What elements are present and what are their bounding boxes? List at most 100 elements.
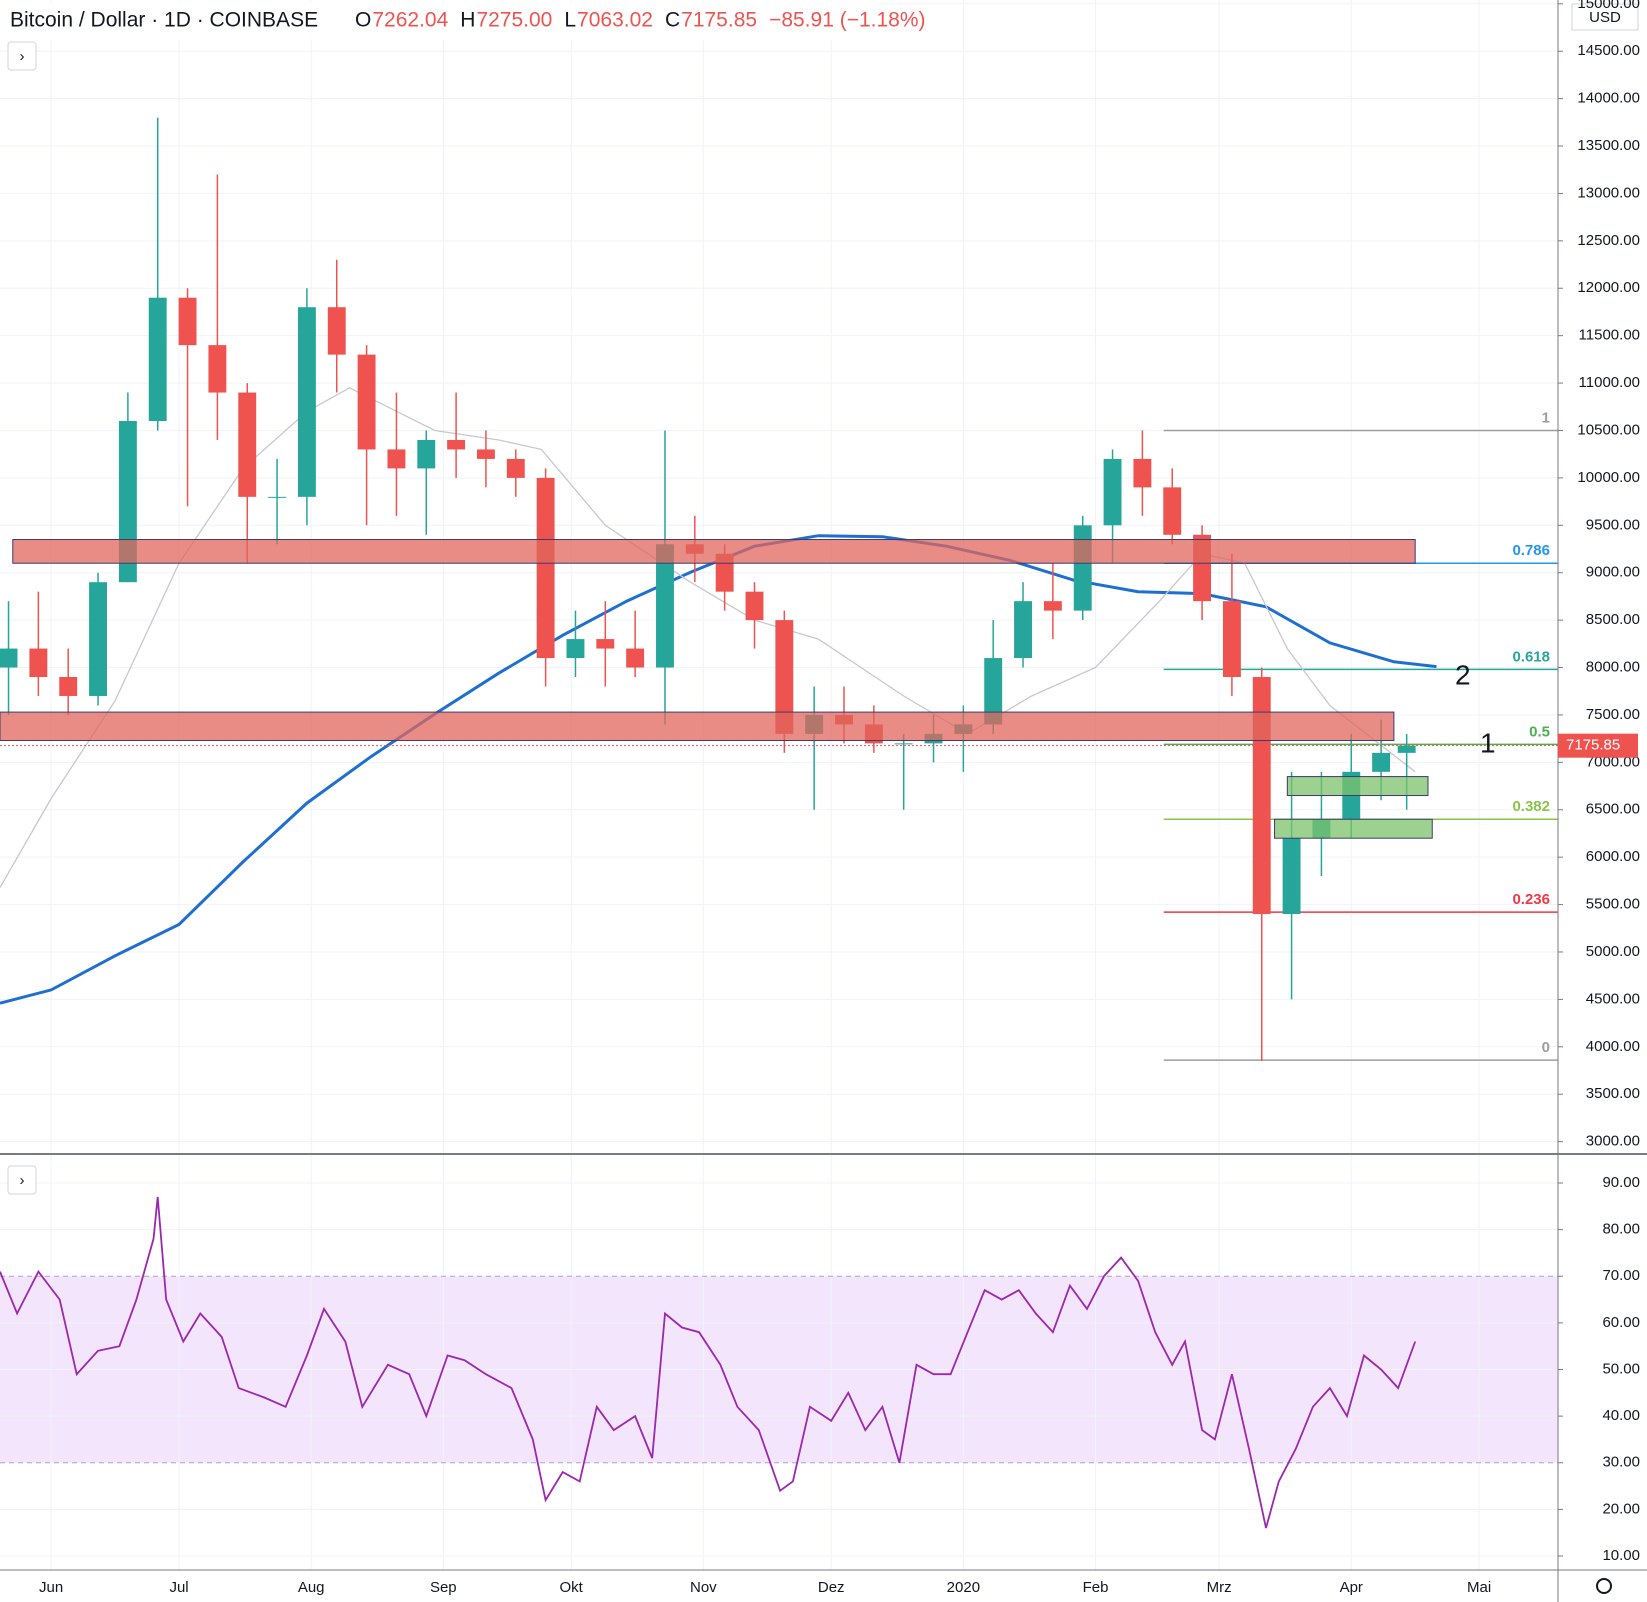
y-tick-label: 30.00 [1602,1454,1640,1471]
candle-body [476,449,495,459]
x-tick-label: Dez [818,1579,845,1596]
pane-bg [0,0,1558,1153]
x-tick-label: Feb [1083,1579,1109,1596]
x-tick-label: Okt [560,1579,584,1596]
candle-body [1222,601,1241,678]
y-tick-label: 7500.00 [1586,706,1640,723]
fib-label: 0.618 [1512,648,1550,665]
candle-body [1043,601,1062,611]
y-tick-label: 13000.00 [1577,184,1640,201]
ohlc-value: 7063.02 [577,9,653,32]
candle-body [626,648,645,668]
ohlc-value: 7175.85 [681,9,757,32]
candle-body [1014,601,1032,659]
candle-body [1282,838,1301,915]
y-tick-label: 10500.00 [1577,421,1640,438]
y-tick-label: 12500.00 [1577,232,1640,249]
y-tick-label: 50.00 [1602,1360,1640,1377]
candle-body [596,639,615,649]
x-tick-label: Jul [169,1579,188,1596]
y-tick-label: 90.00 [1602,1174,1640,1191]
currency-box[interactable] [1571,3,1639,31]
fib-label: 0.5 [1529,723,1550,740]
zone [1274,818,1433,839]
annotation: 1 [1480,727,1496,758]
collapse-button[interactable] [7,41,37,71]
y-tick-label: 20.00 [1602,1500,1640,1517]
x-tick-label: Nov [690,1579,717,1596]
y-tick-label: 60.00 [1602,1314,1640,1331]
header-bg [0,2,880,40]
candle-body [59,677,78,696]
y-tick-label: 5000.00 [1586,943,1640,960]
candle-body [268,496,287,498]
x-tick-label: Aug [298,1579,325,1596]
candle-body [1372,752,1391,772]
candle-body [238,392,257,497]
fib-label: 0 [1542,1039,1550,1056]
ohlc-key: L [564,9,576,32]
zone [1286,776,1429,797]
y-tick-label: 70.00 [1602,1267,1640,1284]
y-tick-label: 11500.00 [1579,327,1640,344]
y-tick-label: 3500.00 [1586,1085,1640,1102]
candle-body [1397,745,1416,753]
y-tick-label: 9000.00 [1586,564,1640,581]
candle-body [536,477,555,659]
ohlc-value: 7275.00 [476,9,552,32]
candle-body [745,591,764,621]
candle-body [1163,487,1182,535]
candle-body [327,307,346,355]
candle-body [89,582,107,696]
candle-body [1103,458,1122,526]
fib-label: 0.382 [1512,798,1550,815]
y-tick-label: 10000.00 [1577,469,1640,486]
candle-body [0,648,18,668]
settings-icon[interactable] [1596,1578,1612,1594]
ohlc-key: O [355,9,371,32]
zone [12,539,1416,564]
fib-label: 0.786 [1512,542,1550,559]
rsi-line [0,1196,1417,1529]
x-tick-label: Mrz [1207,1579,1232,1596]
x-tick-label: Apr [1340,1579,1363,1596]
y-tick-label: 6500.00 [1586,801,1640,818]
candle-body [357,354,376,450]
candle-body [656,544,674,668]
fib-label: 0.236 [1512,891,1550,908]
y-tick-label: 12000.00 [1577,279,1640,296]
ohlc-value: 7262.04 [372,9,448,32]
candle-body [208,345,227,393]
candle-body [775,620,794,734]
chevron: › [20,48,25,65]
ohlc-key: C [665,9,680,32]
symbol-title: Bitcoin / Dollar · 1D · COINBASE [10,9,318,32]
y-tick-label: 11000.00 [1579,374,1640,391]
panes: 1 0.786 0.618 0.5 0.382 0.236 0 [0,0,1558,1570]
annotation: 2 [1455,659,1471,690]
pane [0,1155,1558,1570]
y-tick-label: 4500.00 [1586,990,1640,1007]
y-tick-label: 6000.00 [1586,848,1640,865]
collapse-button[interactable] [7,1165,37,1195]
candle-body [1133,458,1152,488]
candle-body [297,307,316,497]
y-tick-label: 8000.00 [1586,658,1640,675]
candle-body [417,439,436,469]
fib-label: 1 [1542,409,1550,426]
x-tick-label: Sep [430,1579,457,1596]
x-tick-label: Jun [39,1579,63,1596]
change: −85.91 (−1.18%) [769,9,925,32]
candle-body [387,449,406,469]
y-tick-label: 8500.00 [1586,611,1640,628]
y-tick-label: 14000.00 [1577,90,1640,107]
candle-body [566,639,585,659]
zone [0,711,1395,742]
ohlc-key: H [460,9,475,32]
candle-body [447,439,466,450]
y-tick-label: 3000.00 [1586,1133,1640,1150]
candle-body [894,743,913,745]
pane: 1 0.786 0.618 0.5 0.382 0.236 0 [0,0,1558,1153]
